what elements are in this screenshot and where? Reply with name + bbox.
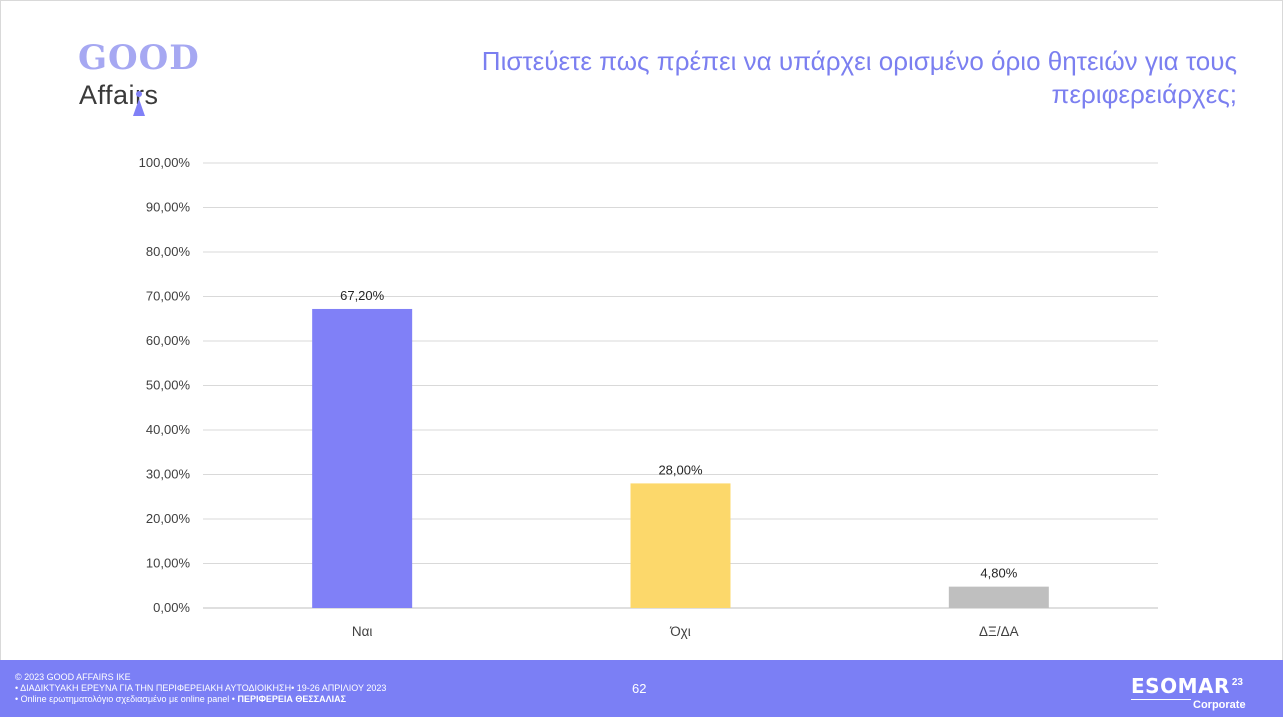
bar-chart: 0,00% 10,00% 20,00% 30,00% 40,00% 50,00% 60,00… — [139, 155, 1158, 639]
y-tick-label: 60,00% — [146, 333, 191, 348]
logo-good-text: GOOD — [78, 38, 200, 78]
x-tick-label: Όχι — [669, 624, 691, 639]
logo-figure-icon — [133, 91, 145, 116]
y-tick-label: 30,00% — [146, 467, 191, 482]
page-number: 62 — [632, 681, 647, 696]
bar — [312, 308, 413, 608]
esomar-superscript: 23 — [1231, 677, 1243, 688]
good-affairs-logo: GOOD Affairs — [78, 38, 218, 120]
bar — [948, 586, 1049, 608]
logo-affairs-text: Affairs — [79, 80, 159, 110]
data-label: 28,00% — [658, 462, 703, 477]
footer-copyright: © 2023 GOOD AFFAIRS IKE — [15, 672, 131, 682]
data-label: 4,80% — [980, 566, 1017, 581]
y-tick-label: 80,00% — [146, 244, 191, 259]
x-tick-label: ΔΞ/ΔΑ — [979, 624, 1019, 639]
x-tick-label: Ναι — [352, 624, 373, 639]
y-tick-label: 90,00% — [146, 200, 191, 215]
y-tick-label: 40,00% — [146, 422, 191, 437]
bars — [312, 308, 1049, 608]
y-tick-label: 70,00% — [146, 289, 191, 304]
data-label: 67,20% — [340, 288, 385, 303]
y-tick-label: 100,00% — [139, 155, 191, 170]
y-tick-labels: 0,00% 10,00% 20,00% 30,00% 40,00% 50,00% 60,00… — [139, 155, 191, 615]
footer-bar: © 2023 GOOD AFFAIRS IKE • ΔΙΑΔΙΚΤΥΑΚΗ ΕΡ… — [0, 660, 1283, 717]
footer-text: © 2023 GOOD AFFAIRS IKE • ΔΙΑΔΙΚΤΥΑΚΗ ΕΡ… — [15, 672, 386, 705]
chart-question-title: Πιστεύετε πως πρέπει να υπάρχει ορισμένο… — [481, 46, 1237, 109]
esomar-corporate: Corporate — [1193, 699, 1246, 711]
y-tick-label: 50,00% — [146, 378, 191, 393]
esomar-logo: ESOMAR 23 Corporate — [1131, 674, 1246, 711]
esomar-text: ESOMAR — [1131, 674, 1230, 698]
data-labels: 67,20% 28,00% 4,80% — [340, 288, 1018, 581]
y-tick-label: 0,00% — [153, 600, 190, 615]
x-tick-labels: Ναι Όχι ΔΞ/ΔΑ — [352, 624, 1019, 639]
esomar-underline — [1131, 699, 1191, 700]
footer-method-text: • Online ερωτηματολόγιο σχεδιασμένο με o… — [15, 694, 238, 704]
bar — [630, 483, 731, 608]
footer-region: ΠΕΡΙΦΕΡΕΙΑ ΘΕΣΣΑΛΙΑΣ — [237, 694, 347, 704]
y-tick-label: 20,00% — [146, 511, 191, 526]
footer-survey-line: • ΔΙΑΔΙΚΤΥΑΚΗ ΕΡΕΥΝΑ ΓΙΑ ΤΗΝ ΠΕΡΙΦΕΡΕΙΑΚ… — [15, 683, 387, 693]
footer-method-line: • Online ερωτηματολόγιο σχεδιασμένο με o… — [15, 694, 386, 705]
y-tick-label: 10,00% — [146, 556, 191, 571]
